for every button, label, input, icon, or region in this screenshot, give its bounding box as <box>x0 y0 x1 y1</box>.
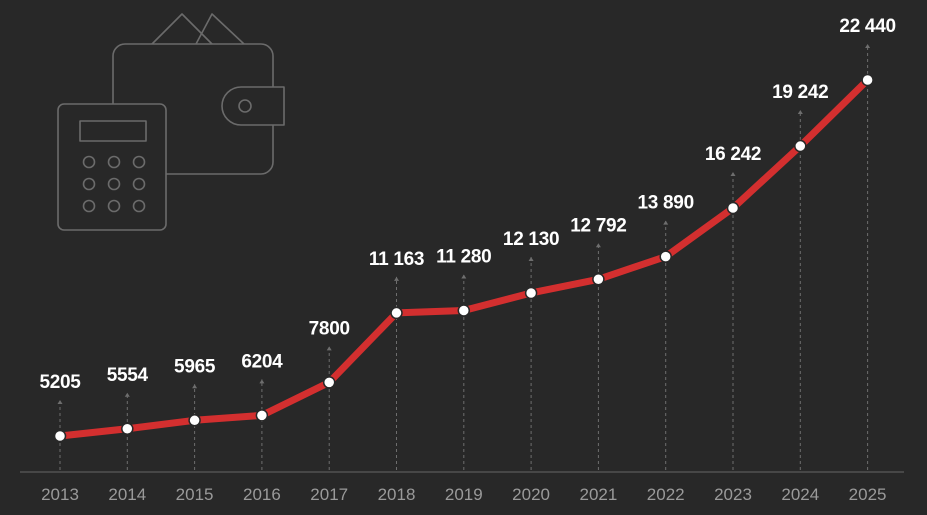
data-label: 5205 <box>39 372 81 393</box>
guide-line <box>730 172 736 470</box>
x-tick-label: 2023 <box>714 485 752 504</box>
data-point <box>322 376 336 389</box>
guide-line <box>394 276 399 470</box>
data-point <box>794 139 807 153</box>
data-point <box>121 422 134 436</box>
guide-line <box>865 44 871 470</box>
data-label: 7800 <box>309 318 350 339</box>
guide-line <box>326 346 332 470</box>
guide-line <box>259 379 265 470</box>
data-markers <box>53 73 874 443</box>
data-label: 11 280 <box>436 247 491 268</box>
data-label: 19 242 <box>772 82 828 103</box>
x-tick-label: 2018 <box>378 485 416 504</box>
data-point <box>659 250 672 263</box>
data-label: 22 440 <box>839 16 895 37</box>
data-point <box>861 73 874 87</box>
guide-line <box>57 400 63 470</box>
guide-line <box>461 274 467 470</box>
data-label: 13 890 <box>638 193 694 214</box>
data-point <box>53 429 67 443</box>
data-point <box>255 409 269 422</box>
x-tick-label: 2020 <box>512 485 550 504</box>
x-tick-label: 2022 <box>647 485 685 504</box>
x-tick-label: 2017 <box>310 485 348 504</box>
data-label: 5554 <box>107 365 149 386</box>
x-tick-label: 2025 <box>849 485 887 504</box>
data-point <box>390 306 403 320</box>
x-tick-label: 2024 <box>781 485 819 504</box>
data-point <box>726 201 740 215</box>
data-label: 6204 <box>241 351 283 372</box>
x-tick-label: 2015 <box>176 485 214 504</box>
data-point <box>188 414 201 427</box>
data-label: 12 792 <box>570 215 626 236</box>
x-tick-label: 2016 <box>243 485 281 504</box>
data-labels: 5205 5554 5965 6204 7800 11 163 11 280 12 130 12… <box>39 16 896 393</box>
data-label: 16 242 <box>705 144 761 165</box>
x-tick-label: 2021 <box>579 485 617 504</box>
guide-line <box>663 220 669 470</box>
guide-lines <box>57 44 871 470</box>
x-tick-label: 2013 <box>41 485 79 504</box>
x-tick-label: 2019 <box>445 485 483 504</box>
guide-line <box>192 384 198 470</box>
data-point <box>457 304 471 317</box>
x-tick-label: 2014 <box>108 485 146 504</box>
data-label: 5965 <box>174 356 216 377</box>
data-point <box>524 286 538 300</box>
wallet-calculator-icon <box>57 13 285 231</box>
guide-line <box>797 110 803 470</box>
x-tick-labels: 2013 2014 2015 2016 2017 2018 2019 2020 2021 2022… <box>41 485 886 504</box>
data-label: 12 130 <box>503 229 559 250</box>
data-label: 11 163 <box>369 249 424 270</box>
guide-line <box>528 256 534 470</box>
data-point <box>592 273 605 286</box>
